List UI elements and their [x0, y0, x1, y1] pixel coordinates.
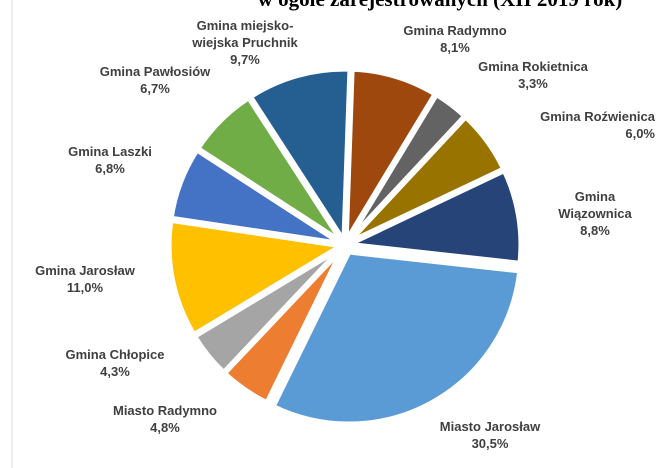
category-label: Gmina Laszki: [68, 144, 152, 159]
pie-slice: [339, 167, 524, 267]
slice-label: Gmina miejsko-wiejska Pruchnik 9,7%: [180, 17, 310, 68]
value-label: 4,3%: [100, 364, 130, 379]
slice-label: Gmina Radymno 8,1%: [395, 22, 515, 56]
value-label: 4,8%: [150, 420, 180, 435]
category-label: Gmina Jarosław: [35, 263, 135, 278]
slice-label: Gmina Chłopice 4,3%: [55, 346, 175, 380]
value-label: 30,5%: [471, 436, 509, 451]
slice-label: Miasto Jarosław 30,5%: [420, 418, 560, 452]
value-label: 3,3%: [518, 76, 548, 91]
category-label: Gmina Roźwienica: [540, 109, 655, 124]
category-label: Gmina Radymno: [403, 23, 507, 38]
value-label: 9,7%: [230, 52, 260, 67]
slice-label: Gmina Pawłosiów 6,7%: [90, 63, 220, 97]
slice-label: Gmina Rokietnica 3,3%: [468, 58, 598, 92]
value-label: 6,7%: [140, 81, 170, 96]
category-label: Miasto Jarosław: [439, 419, 541, 434]
slice-label: Gmina Laszki 6,8%: [50, 143, 170, 177]
category-label: Gmina miejsko-wiejska Pruchnik: [192, 18, 298, 50]
slice-label: Gmina Roźwienica 6,0%: [500, 108, 655, 142]
slice-label: Gmina Wiązownica 8,8%: [540, 188, 650, 239]
slice-label: Gmina Jarosław 11,0%: [20, 262, 150, 296]
value-label: 6,0%: [625, 126, 655, 141]
value-label: 8,8%: [580, 223, 610, 238]
category-label: Miasto Radymno: [112, 403, 217, 418]
value-label: 6,8%: [95, 161, 125, 176]
category-label: Gmina Chłopice: [65, 347, 165, 362]
pie-slice: [343, 66, 439, 251]
chart-title: w ogóle zarejestrowanych (XII 2019 rok): [258, 0, 623, 11]
pie-slice: [269, 249, 523, 427]
category-label: Gmina Pawłosiów: [99, 64, 211, 79]
slice-label: Miasto Radymno 4,8%: [95, 402, 235, 436]
pie-slice: [166, 217, 349, 339]
value-label: 11,0%: [66, 280, 104, 295]
category-label: Gmina Wiązownica: [558, 189, 632, 221]
value-label: 8,1%: [440, 40, 470, 55]
pie-slice: [246, 66, 353, 250]
category-label: Gmina Rokietnica: [478, 59, 588, 74]
